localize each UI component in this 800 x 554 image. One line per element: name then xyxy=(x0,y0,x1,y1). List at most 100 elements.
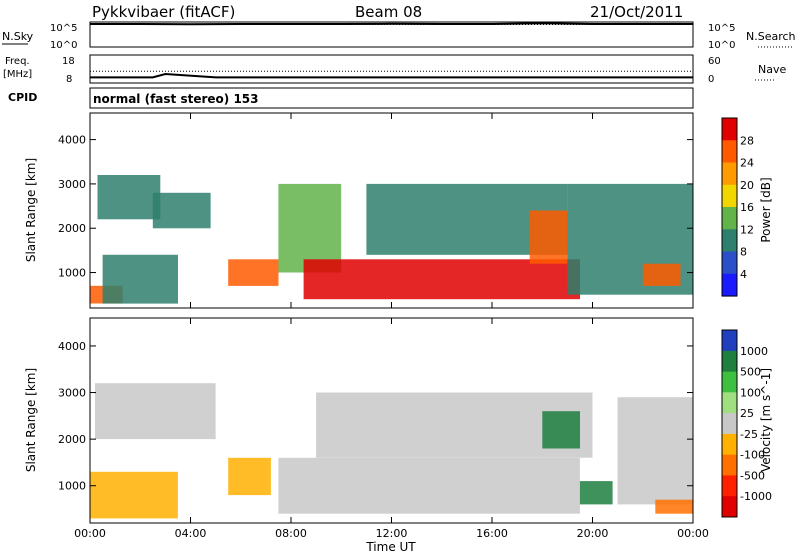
power-colorbar-tick: 28 xyxy=(740,134,754,147)
power-region-2 xyxy=(97,175,161,220)
velocity-colorbar: 1000 500 100 25 -25 -100 -500 -1000 xyxy=(721,329,772,518)
power-region-1 xyxy=(102,254,178,304)
freq-series-group xyxy=(90,70,693,79)
velocity-colorbar-segment xyxy=(722,475,737,497)
power-ylabel: Slant Range [km] xyxy=(24,158,38,262)
freq-label: Freq. xyxy=(5,56,30,67)
velocity-colorbar-label: Velocity [m s^-1] xyxy=(759,368,773,472)
power-colorbar-segment xyxy=(722,273,737,297)
noise-series-line xyxy=(90,22,693,26)
velocity-region-1 xyxy=(95,383,216,440)
velocity-colorbar-tick: -25 xyxy=(740,428,758,441)
power-colorbar-segment xyxy=(722,140,737,164)
power-ytick-label: 1000 xyxy=(58,267,86,280)
velocity-colorbar-frame xyxy=(721,329,738,518)
noise-panel-frame xyxy=(89,21,694,48)
velocity-region-6 xyxy=(542,411,580,449)
power-colorbar-tick: 24 xyxy=(740,157,754,170)
nsearch-tick-high: 10^5 xyxy=(708,23,735,34)
power-region-3 xyxy=(152,192,211,229)
nave-tick-high: 60 xyxy=(708,56,721,67)
velocity-ytick-label: 3000 xyxy=(58,387,86,400)
nsearch-tick-low: 10^0 xyxy=(708,40,735,51)
power-ytick-label: 4000 xyxy=(58,134,86,147)
time-axis-group: 00:00 04:00 08:00 12:00 16:00 20:00 00:00 xyxy=(74,113,709,540)
cpid-value: normal (fast stereo) 153 xyxy=(93,92,259,106)
velocity-colorbar-segment xyxy=(722,496,737,518)
velocity-ylabel: Slant Range [km] xyxy=(24,368,38,472)
velocity-colorbar-tick: -1000 xyxy=(740,490,772,503)
power-colorbar-frame xyxy=(721,117,738,297)
power-colorbar-tick: 20 xyxy=(740,179,754,192)
power-colorbar-segment xyxy=(722,118,737,141)
beam-title: Beam 08 xyxy=(355,3,422,21)
freq-tick-high: 18 xyxy=(62,56,75,67)
power-region-8 xyxy=(529,210,568,264)
velocity-region-8 xyxy=(655,499,693,514)
velocity-colorbar-tick: -100 xyxy=(740,449,765,462)
power-region-5 xyxy=(278,183,342,273)
velocity-colorbar-tick: 25 xyxy=(740,407,754,420)
time-tick-label: 00:00 xyxy=(74,527,106,540)
time-tick-label: 00:00 xyxy=(677,527,709,540)
velocity-colorbar-segment xyxy=(722,350,737,373)
velocity-colorbar-segment xyxy=(722,392,737,414)
power-colorbar-segment xyxy=(722,207,737,230)
time-tick-label: 12:00 xyxy=(376,527,408,540)
velocity-region-0 xyxy=(90,471,178,519)
power-colorbar-tick: 16 xyxy=(740,201,754,214)
power-region-10 xyxy=(642,263,681,286)
power-colorbar-segment xyxy=(722,162,737,186)
time-tick-label: 16:00 xyxy=(476,527,508,540)
velocity-ytick-label: 4000 xyxy=(58,340,86,353)
power-ytick-label: 2000 xyxy=(58,222,86,235)
station-title: Pykkvibaer (fitACF) xyxy=(92,3,235,21)
velocity-colorbar-segment xyxy=(722,433,737,456)
velocity-colorbar-tick: 1000 xyxy=(740,345,768,358)
nave-tick-low: 0 xyxy=(708,74,714,85)
freq-tick-low: 8 xyxy=(66,74,72,85)
velocity-colorbar-segment xyxy=(722,454,737,476)
power-region-6 xyxy=(303,259,580,300)
power-colorbar-tick: 4 xyxy=(740,268,747,281)
velocity-region-2 xyxy=(228,457,271,496)
power-ytick-label: 3000 xyxy=(58,178,86,191)
power-region-4 xyxy=(228,259,279,286)
nave-label: Nave xyxy=(758,63,786,76)
time-tick-label: 04:00 xyxy=(175,527,207,540)
velocity-region-3 xyxy=(278,457,580,514)
velocity-region-7 xyxy=(617,397,693,505)
freq-series-line xyxy=(90,72,693,79)
velocity-axis-group: 4000 3000 2000 1000 xyxy=(58,340,693,493)
power-axis-group: 4000 3000 2000 1000 xyxy=(58,134,693,280)
power-colorbar-label: Power [dB] xyxy=(759,177,773,242)
power-data-group xyxy=(90,175,693,304)
cpid-panel-frame xyxy=(89,87,694,109)
velocity-colorbar-tick: -500 xyxy=(740,469,765,482)
velocity-colorbar-tick: 500 xyxy=(740,366,761,379)
freq-panel-frame xyxy=(89,54,694,84)
velocity-colorbar-segment xyxy=(722,330,737,352)
nsky-label: N.Sky xyxy=(2,30,34,43)
power-colorbar-tick: 8 xyxy=(740,246,747,259)
nsky-tick-low: 10^0 xyxy=(50,40,77,51)
velocity-colorbar-tick: 100 xyxy=(740,386,761,399)
noise-series-group xyxy=(90,22,693,26)
power-colorbar: 28 24 20 16 12 8 4 xyxy=(721,117,754,297)
velocity-region-5 xyxy=(579,481,613,505)
time-tick-label: 20:00 xyxy=(577,527,609,540)
power-colorbar-segment xyxy=(722,251,737,275)
velocity-colorbar-segment xyxy=(722,413,737,435)
velocity-ytick-label: 1000 xyxy=(58,480,86,493)
time-xlabel: Time UT xyxy=(365,540,416,554)
freq-unit-label: [MHz] xyxy=(3,69,32,80)
velocity-data-group xyxy=(90,383,693,519)
power-colorbar-segment xyxy=(722,229,737,253)
nsearch-label: N.Search xyxy=(746,30,796,43)
power-colorbar-tick: 12 xyxy=(740,223,754,236)
power-colorbar-segment xyxy=(722,184,737,208)
date-title: 21/Oct/2011 xyxy=(590,3,683,21)
time-tick-label: 08:00 xyxy=(275,527,307,540)
cpid-label: CPID xyxy=(8,91,37,104)
